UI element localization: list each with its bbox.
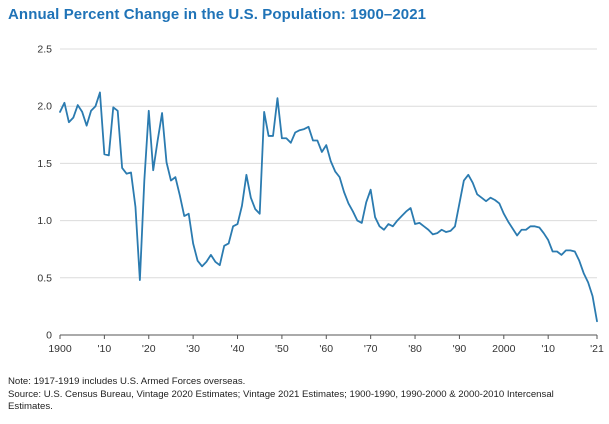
- x-tick-label: '80: [408, 343, 422, 355]
- y-tick-label: 1.5: [37, 158, 52, 170]
- x-tick-label: '50: [275, 343, 289, 355]
- y-tick-label: 0: [46, 330, 52, 342]
- x-tick-label: '21: [590, 343, 604, 355]
- series-line: [59, 91, 598, 323]
- x-tick-label: '20: [142, 343, 156, 355]
- x-tick-label: '10: [98, 343, 112, 355]
- chart-notes: Note: 1917-1919 includes U.S. Armed Forc…: [8, 376, 598, 414]
- x-tick-label: '30: [186, 343, 200, 355]
- gridlines: [60, 48, 597, 279]
- y-tick-label: 0.5: [37, 272, 52, 284]
- x-tick-label: '90: [453, 343, 467, 355]
- chart-title: Annual Percent Change in the U.S. Popula…: [8, 6, 427, 23]
- y-axis-ticks: 0 0.5 1.0 1.5 2.0 2.5: [37, 44, 52, 342]
- x-tick-label: 2000: [492, 343, 516, 355]
- series-group: [59, 91, 598, 323]
- x-tick-label: '60: [319, 343, 333, 355]
- source-text: Source: U.S. Census Bureau, Vintage 2020…: [8, 388, 554, 413]
- x-tick-label: '40: [231, 343, 245, 355]
- x-tick-label: 1900: [48, 343, 72, 355]
- note-text: Note: 1917-1919 includes U.S. Armed Forc…: [8, 376, 246, 387]
- y-tick-label: 1.0: [37, 215, 52, 227]
- line-chart: 0 0.5 1.0 1.5 2.0 2.5 1900 '10 '20 '30 '40 '50 '60 '…: [37, 44, 604, 356]
- x-tick-label: '10: [541, 343, 555, 355]
- y-tick-label: 2.5: [37, 44, 52, 56]
- x-tick-label: '70: [364, 343, 378, 355]
- x-axis-ticks: 1900 '10 '20 '30 '40 '50 '60 '70 '80 '90 2000 '10 '2…: [48, 335, 604, 355]
- y-tick-label: 2.0: [37, 101, 52, 113]
